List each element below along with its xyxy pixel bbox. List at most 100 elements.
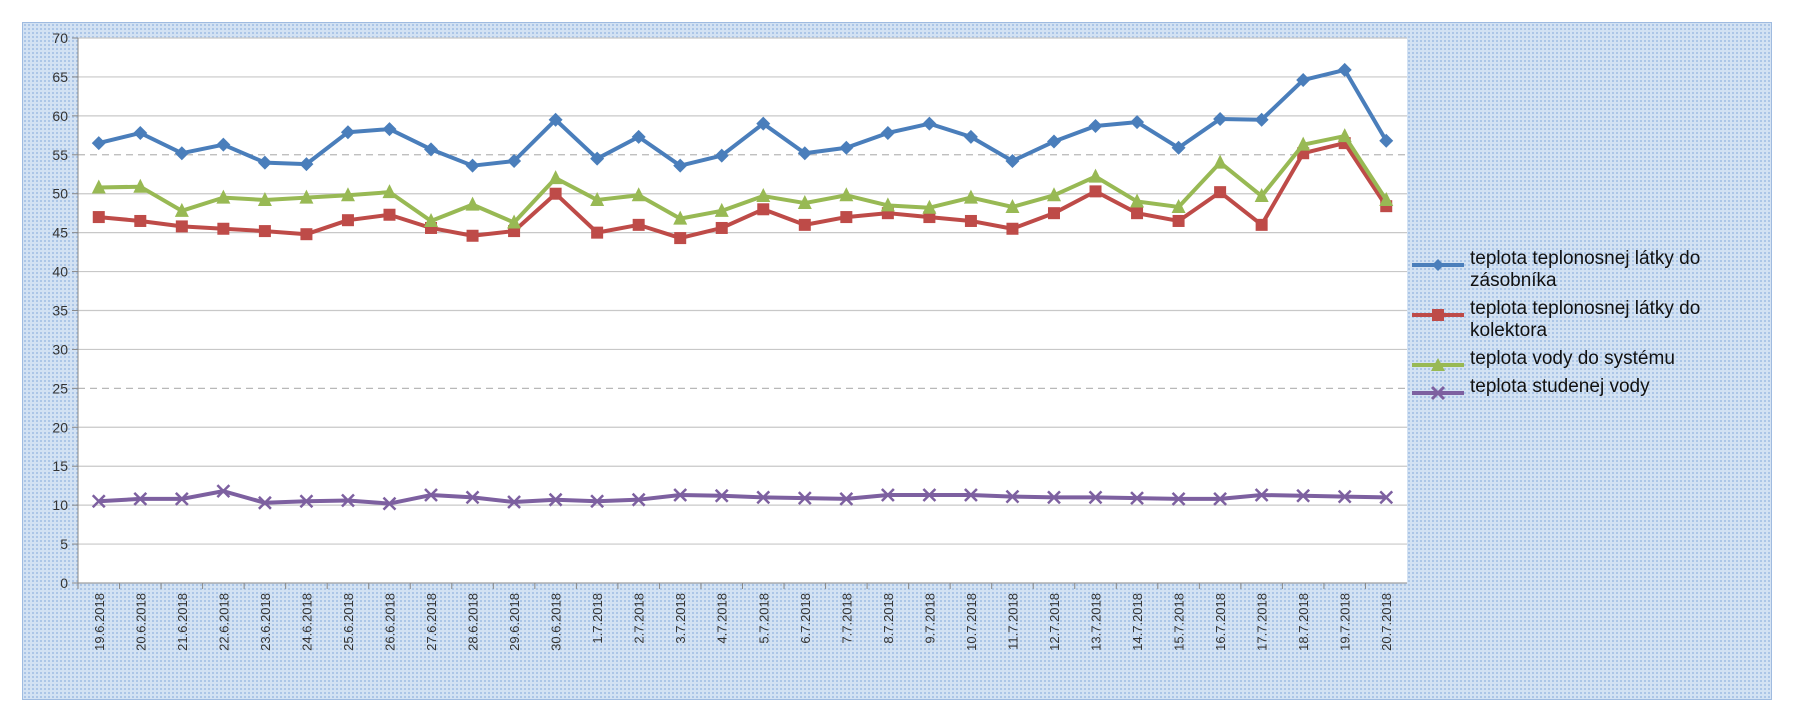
y-tick-label: 20 [52, 419, 68, 435]
data-point [174, 146, 189, 161]
data-point [258, 495, 272, 510]
data-point [257, 191, 272, 206]
legend-marker-storage-temp [1412, 259, 1464, 271]
data-point [797, 491, 812, 506]
data-point [1005, 489, 1020, 504]
data-point [839, 492, 854, 506]
data-point [1254, 112, 1269, 127]
data-point [797, 195, 812, 210]
data-point [1172, 214, 1185, 227]
data-point [465, 196, 480, 211]
x-tick-label: 28.6.2018 [466, 593, 481, 651]
data-point [922, 199, 937, 214]
data-point [631, 129, 646, 144]
x-tick-label: 25.6.2018 [341, 593, 356, 651]
x-tick-label: 5.7.2018 [756, 593, 771, 644]
series-line-3 [98, 489, 1387, 506]
data-point [756, 188, 771, 203]
data-point [134, 214, 147, 227]
x-tick-label: 30.6.2018 [549, 593, 564, 651]
data-point [797, 146, 812, 161]
data-point [964, 214, 977, 227]
data-point [1047, 490, 1061, 505]
data-point [963, 129, 978, 144]
data-point [1379, 133, 1394, 148]
data-point [300, 228, 313, 241]
legend-label-collector-temp: teplota teplonosnej látky do kolektora [1470, 298, 1701, 341]
data-point [1088, 490, 1103, 505]
data-point [341, 214, 354, 227]
data-point [1130, 491, 1144, 506]
x-tick-label: 23.6.2018 [258, 593, 273, 651]
x-tick-label: 4.7.2018 [715, 593, 730, 644]
data-point [1089, 185, 1102, 198]
data-point [340, 187, 355, 202]
y-tick-label: 45 [52, 225, 68, 241]
legend-item-system-water-temp: teplota vody do systému [1412, 348, 1752, 371]
data-point [1255, 218, 1268, 231]
data-point [1088, 168, 1103, 183]
data-point [756, 116, 771, 131]
data-point [922, 488, 937, 502]
data-point [257, 155, 272, 170]
legend: teplota teplonosnej látky do zásobníka t… [1412, 248, 1752, 404]
x-tick-label: 21.6.2018 [175, 593, 190, 651]
x-tick-label: 1.7.2018 [590, 593, 605, 644]
y-tick-label: 55 [52, 147, 68, 163]
data-point [840, 211, 853, 224]
data-point [922, 116, 937, 131]
data-point [631, 187, 646, 202]
data-point [964, 488, 978, 502]
data-point [880, 197, 895, 212]
data-point [714, 148, 729, 163]
x-tick-label: 8.7.2018 [881, 593, 896, 644]
data-point [507, 495, 521, 509]
data-point [632, 218, 645, 231]
x-tick-label: 26.6.2018 [382, 593, 397, 651]
x-tick-label: 27.6.2018 [424, 593, 439, 651]
data-point [963, 189, 978, 204]
y-tick-label: 40 [52, 264, 68, 280]
data-point [1379, 191, 1394, 206]
data-point [133, 492, 148, 506]
data-point [1171, 492, 1186, 506]
data-point [756, 490, 771, 505]
data-point [382, 496, 397, 511]
x-tick-label: 17.7.2018 [1255, 593, 1270, 651]
y-tick-label: 15 [52, 458, 68, 474]
data-point [1046, 134, 1061, 149]
data-point [1379, 490, 1394, 505]
y-tick-label: 60 [52, 108, 68, 124]
x-tick-label: 20.6.2018 [133, 593, 148, 651]
legend-marker-cold-water-temp [1412, 385, 1464, 401]
data-point [424, 142, 439, 157]
x-tick-label: 19.7.2018 [1338, 593, 1353, 651]
data-point [714, 202, 729, 217]
data-point [673, 210, 688, 225]
data-point [1337, 128, 1352, 143]
legend-marker-collector-temp [1412, 309, 1464, 321]
data-point [1006, 222, 1019, 235]
legend-label-storage-temp: teplota teplonosnej látky do zásobníka [1470, 248, 1701, 291]
data-point [258, 225, 271, 238]
legend-marker-system-water-temp [1412, 358, 1464, 371]
data-point [1296, 73, 1311, 88]
series-line-2 [98, 134, 1388, 225]
y-tick-label: 65 [52, 69, 68, 85]
data-point [1046, 187, 1061, 202]
series-line-0 [98, 67, 1388, 168]
data-point [340, 125, 355, 140]
x-tick-label: 2.7.2018 [632, 593, 647, 644]
data-point [382, 184, 397, 199]
data-point [175, 220, 188, 233]
y-tick-label: 70 [52, 30, 68, 46]
data-point [466, 229, 479, 242]
data-point [91, 136, 106, 151]
data-point [839, 140, 854, 155]
data-point [133, 125, 148, 140]
data-point [507, 214, 522, 229]
data-point [1131, 207, 1144, 220]
legend-label-cold-water-temp: teplota studenej vody [1470, 376, 1650, 397]
data-point [673, 158, 688, 173]
